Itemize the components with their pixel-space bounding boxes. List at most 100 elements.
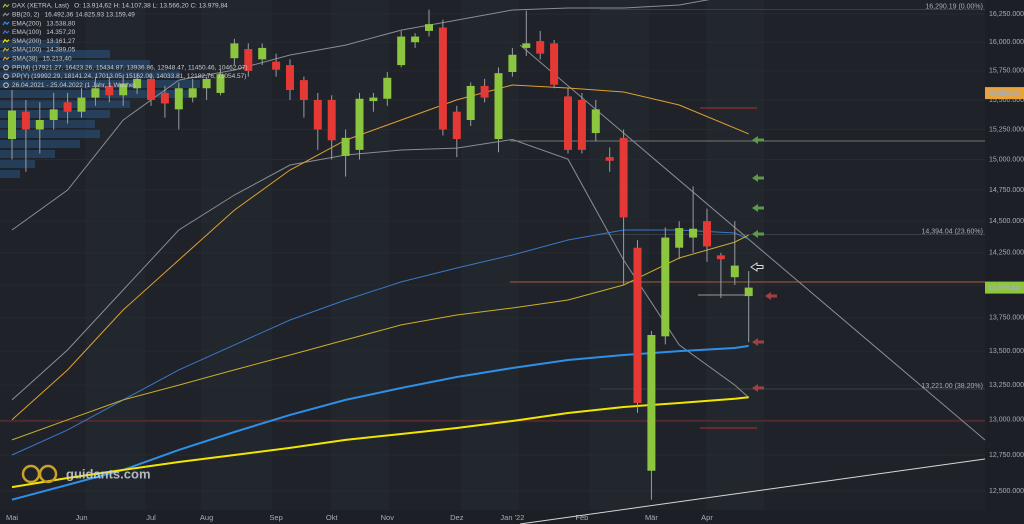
y-tick-label: 13,500.000	[989, 348, 1024, 355]
legend-icon	[3, 82, 9, 88]
legend-icon	[2, 47, 10, 52]
legend-value: 15.213,40	[43, 56, 72, 63]
y-tick-label: 13,250.000	[989, 382, 1024, 389]
candle-body	[564, 96, 572, 150]
logo	[21, 464, 58, 484]
arrow	[752, 204, 764, 212]
legend-value: 14.357,20	[46, 29, 75, 36]
y-tick-label: 14,250.000	[989, 250, 1024, 257]
candle-body	[605, 157, 614, 161]
candle-body	[425, 24, 433, 31]
legend-name: EMA(200)	[12, 20, 41, 27]
y-tick-label: 14,500.000	[989, 218, 1024, 225]
y-tick-label: 12,750.000	[989, 452, 1024, 459]
candle-body	[49, 109, 58, 120]
candle-body	[91, 88, 100, 98]
x-tick-label: Aug	[200, 513, 213, 522]
indicator-line	[11, 344, 749, 501]
candle-body	[299, 80, 308, 100]
legend-name: PP(Y) (19992.29, 18141.24, 17013.05, 151…	[12, 73, 246, 80]
price-marker	[985, 87, 1024, 100]
arrow	[752, 174, 764, 182]
legend-icon	[3, 73, 9, 80]
legend-value: 14.389,05	[46, 47, 75, 54]
y-tick-label: 15,250.000	[989, 126, 1024, 133]
candle-body	[397, 36, 406, 66]
x-tick-label: Mär	[645, 513, 658, 522]
candle-body	[77, 97, 86, 112]
arrow	[752, 338, 764, 346]
x-tick-label: Dez	[450, 513, 464, 522]
y-tick-label: 12,500.000	[989, 488, 1024, 495]
candle-body	[383, 77, 392, 99]
candle-body	[703, 221, 711, 247]
annotation: 16,290.19 (0.00%)	[925, 3, 983, 10]
legend-name: 26.04.2021 - 25.04.2022 (1 Jahr, 1 Woche…	[12, 82, 136, 89]
trend-line	[519, 458, 986, 524]
candle-body	[147, 78, 155, 100]
indicator-line	[11, 234, 749, 441]
candle-body	[355, 98, 364, 150]
candle-body	[369, 97, 378, 102]
annotation: 13,221.00 (38.20%)	[922, 383, 984, 390]
indicator-line	[11, 229, 749, 456]
x-tick-label: Jun	[75, 513, 87, 522]
y-tick-label: 16,000.000	[989, 39, 1024, 46]
price-marker-label: 13,979.84	[988, 285, 1019, 292]
candle-body	[216, 74, 225, 93]
y-tick-label: 15,000.000	[989, 156, 1024, 163]
candle-body	[716, 255, 725, 260]
candle-body	[8, 110, 16, 140]
y-tick-label: 13,000.000	[989, 417, 1024, 424]
indicator-line	[11, 396, 749, 489]
legend-icon	[3, 64, 9, 71]
legend-name: SMA(38)	[12, 56, 38, 63]
legend-name: SMA(100)	[12, 47, 41, 54]
x-tick-label: Apr	[701, 513, 713, 522]
watermark: guidants.com	[66, 466, 151, 481]
candle-body	[591, 109, 600, 134]
candle-body	[160, 92, 169, 104]
candle-body	[341, 137, 350, 156]
legend-icon	[2, 38, 10, 44]
candle-body	[174, 88, 183, 110]
candle-body	[522, 43, 531, 48]
candle-body	[188, 88, 197, 98]
arrow	[752, 230, 764, 238]
candle-body	[21, 111, 30, 130]
candle-body	[272, 61, 281, 70]
legend-name: PP(M) (17921.27, 16423.26, 15434.87, 139…	[12, 64, 248, 71]
legend-name: BB(20, 2)	[12, 12, 39, 19]
arrow	[752, 384, 764, 392]
candle-body	[438, 27, 447, 130]
price-marker	[985, 281, 1024, 294]
price-marker-label: 15,558.44	[988, 90, 1019, 97]
x-tick-label: Mai	[6, 513, 18, 522]
candle-body	[480, 85, 489, 98]
candle-body	[452, 111, 461, 140]
y-tick-label: 14,750.000	[989, 187, 1024, 194]
candle-body	[633, 247, 642, 403]
arrow	[750, 262, 764, 272]
candle-body	[619, 137, 628, 218]
candle-body	[133, 78, 142, 89]
candle-body	[661, 237, 670, 337]
x-tick-label: Nov	[381, 513, 395, 522]
legend-name: EMA(100)	[12, 29, 41, 36]
x-tick-label: Jul	[146, 513, 156, 522]
annotation: 14,394.04 (23.60%)	[922, 228, 984, 235]
candle-body	[536, 41, 545, 54]
arrow	[765, 292, 777, 300]
arrows	[750, 136, 777, 392]
y-tick-label: 13,750.000	[989, 315, 1024, 322]
legend-value: 13.538,80	[46, 20, 75, 27]
indicator-line	[11, 0, 710, 231]
candle-body	[675, 228, 684, 248]
candle-body	[577, 99, 586, 150]
month-bands	[86, 0, 764, 510]
x-tick-label: Okt	[326, 513, 339, 522]
candle-body	[744, 287, 753, 297]
candle-body	[35, 119, 44, 130]
candle-body	[508, 54, 517, 73]
